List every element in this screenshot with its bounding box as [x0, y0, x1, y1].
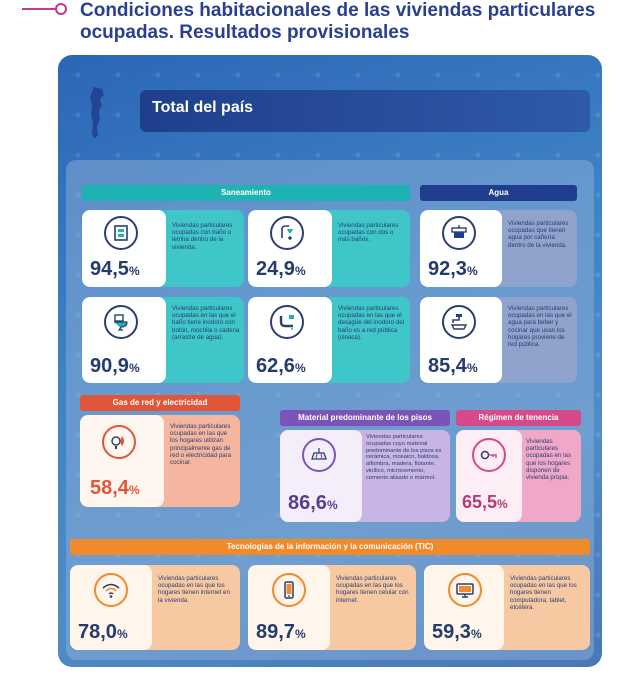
- cellphone-icon: [272, 573, 306, 607]
- value-computadora: 59,3%: [432, 621, 482, 643]
- tile-internet: 78,0% Viviendas particulares ocupadas en…: [70, 565, 240, 650]
- value-gas-red: 58,4%: [90, 477, 140, 499]
- text-agua-caneria: Viviendas particulares ocupadas que tien…: [508, 220, 569, 249]
- tile-agua-red: 85,4% Viviendas particulares ocupadas en…: [420, 297, 577, 383]
- value-internet: 78,0%: [78, 621, 128, 643]
- value-inodoro: 90,9%: [90, 355, 140, 377]
- value-pisos: 86,6%: [288, 492, 338, 514]
- tile-gas-red: 58,4% Viviendas particulares ocupadas en…: [80, 415, 240, 507]
- tile-computadora: 59,3% Viviendas particulares ocupadas en…: [424, 565, 590, 650]
- floor-icon: [302, 438, 336, 472]
- tile-inodoro: 90,9% Viviendas particulares ocupadas en…: [82, 297, 244, 383]
- value-tenencia: 65,5%: [462, 492, 508, 512]
- infographic-card: Total del país Saneamiento Agua Gas de r…: [58, 55, 602, 667]
- text-tenencia: Viviendas particulares ocupadas en las q…: [526, 438, 572, 482]
- page-title: Condiciones habitacionales de las vivien…: [80, 0, 596, 43]
- text-celular: Viviendas particulares ocupadas en las q…: [336, 575, 409, 604]
- tile-desague: 62,6% Viviendas particulares ocupadas en…: [248, 297, 410, 383]
- value-agua-caneria: 92,3%: [428, 258, 478, 280]
- tile-pisos: 86,6% Viviendas particulares ocupadas cu…: [280, 430, 450, 522]
- sink-icon: [442, 216, 476, 250]
- text-bano-letrina: Viviendas particulares ocupadas con baño…: [172, 222, 233, 251]
- tile-celular: 89,7% Viviendas particulares ocupadas en…: [248, 565, 416, 650]
- value-celular: 89,7%: [256, 621, 306, 643]
- faucet-icon: [442, 305, 476, 339]
- banner-title: Total del país: [152, 99, 254, 116]
- gas-electricity-icon: [102, 425, 136, 459]
- header-line: [22, 8, 56, 10]
- argentina-map-icon: [90, 87, 104, 139]
- wifi-icon: [94, 573, 128, 607]
- tile-agua-caneria: 92,3% Viviendas particulares ocupadas qu…: [420, 210, 577, 287]
- section-tic: Tecnologías de la información y la comun…: [70, 539, 590, 555]
- value-agua-red: 85,4%: [428, 355, 478, 377]
- tile-dos-banos: 24,9% Viviendas particulares ocupadas co…: [248, 210, 410, 287]
- section-agua: Agua: [420, 185, 577, 201]
- pipe-icon: [270, 305, 304, 339]
- text-internet: Viviendas particulares ocupadas en las q…: [158, 575, 230, 604]
- tile-bano-letrina: 94,5% Viviendas particulares ocupadas co…: [82, 210, 244, 287]
- text-agua-red: Viviendas particulares ocupadas en las q…: [508, 305, 572, 349]
- text-gas-red: Viviendas particulares ocupadas en las q…: [170, 423, 232, 467]
- bathroom-icon: [104, 216, 138, 250]
- value-bano-letrina: 94,5%: [90, 258, 140, 280]
- key-icon: [472, 438, 506, 472]
- shower-icon: [270, 216, 304, 250]
- text-dos-banos: Viviendas particulares ocupadas con dos …: [338, 222, 399, 244]
- page-header: Condiciones habitacionales de las vivien…: [0, 0, 633, 50]
- section-pisos: Material predominante de los pisos: [280, 410, 450, 426]
- banner: [140, 90, 590, 132]
- text-inodoro: Viviendas particulares ocupadas en las q…: [172, 305, 240, 341]
- section-tenencia: Régimen de tenencia: [456, 410, 581, 426]
- text-computadora: Viviendas particulares ocupadas en las q…: [510, 575, 577, 611]
- text-desague: Viviendas particulares ocupadas en las q…: [338, 305, 405, 341]
- computer-icon: [448, 573, 482, 607]
- section-saneamiento: Saneamiento: [82, 185, 410, 201]
- value-desague: 62,6%: [256, 355, 306, 377]
- section-gas: Gas de red y electricidad: [80, 395, 240, 411]
- text-pisos: Viviendas particulares ocupadas cuyo mat…: [366, 434, 442, 481]
- toilet-icon: [104, 305, 138, 339]
- tile-tenencia: 65,5% Viviendas particulares ocupadas en…: [456, 430, 581, 522]
- value-dos-banos: 24,9%: [256, 258, 306, 280]
- header-dot: [55, 3, 67, 15]
